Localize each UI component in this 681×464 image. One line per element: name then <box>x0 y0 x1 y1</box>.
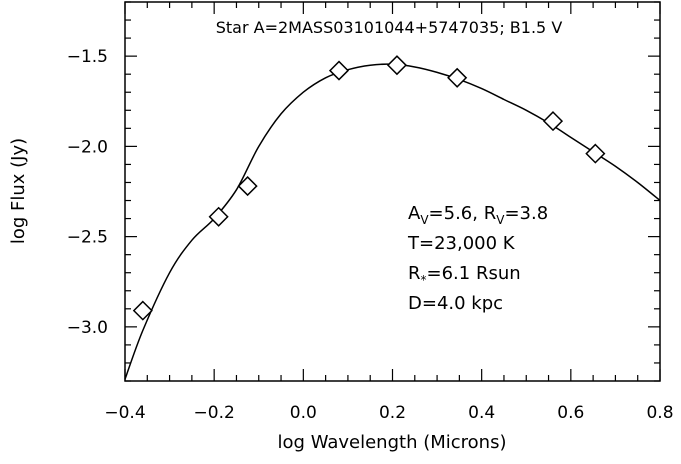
axis-tick-labels: −0.4 −0.2 0.0 0.2 0.4 0.6 0.8 −3.0 −2.5 −2.0 −1.5 <box>67 47 674 423</box>
data-point <box>208 206 229 227</box>
y-axis-title: log Flux (Jy) <box>8 138 29 244</box>
x-tick-label: 0.2 <box>379 403 406 423</box>
x-tick-label: 0.6 <box>557 403 584 423</box>
y-tick-label: −3.0 <box>67 318 108 338</box>
axis-ticks <box>124 1 661 382</box>
x-axis-title: log Wavelength (Microns) <box>278 432 507 453</box>
data-point <box>542 111 564 132</box>
plot-frame <box>124 1 661 382</box>
data-points <box>132 55 606 321</box>
model-curve <box>124 63 661 380</box>
annotation-radius: R*=6.1 Rsun <box>408 263 521 287</box>
parameter-annotation: AV=5.6, RV=3.8 T=23,000 K R*=6.1 Rsun D=… <box>407 203 548 314</box>
data-point <box>237 176 258 197</box>
x-tick-label: 0.0 <box>290 403 317 423</box>
chart-title: Star A=2MASS03101044+5747035; B1.5 V <box>216 18 563 37</box>
data-point <box>328 60 350 81</box>
x-tick-label: 0.4 <box>468 403 495 423</box>
data-point <box>585 143 606 164</box>
annotation-distance: D=4.0 kpc <box>408 293 503 314</box>
annotation-temperature: T=23,000 K <box>407 233 516 254</box>
x-tick-label: −0.2 <box>194 403 235 423</box>
y-tick-label: −2.5 <box>67 228 108 248</box>
data-point <box>447 67 468 88</box>
data-point <box>386 55 408 76</box>
annotation-extinction: AV=5.6, RV=3.8 <box>408 203 548 227</box>
y-tick-label: −2.0 <box>67 137 108 157</box>
data-point <box>132 300 153 321</box>
x-tick-label: 0.8 <box>646 403 673 423</box>
x-tick-label: −0.4 <box>104 403 145 423</box>
y-tick-label: −1.5 <box>67 47 108 67</box>
